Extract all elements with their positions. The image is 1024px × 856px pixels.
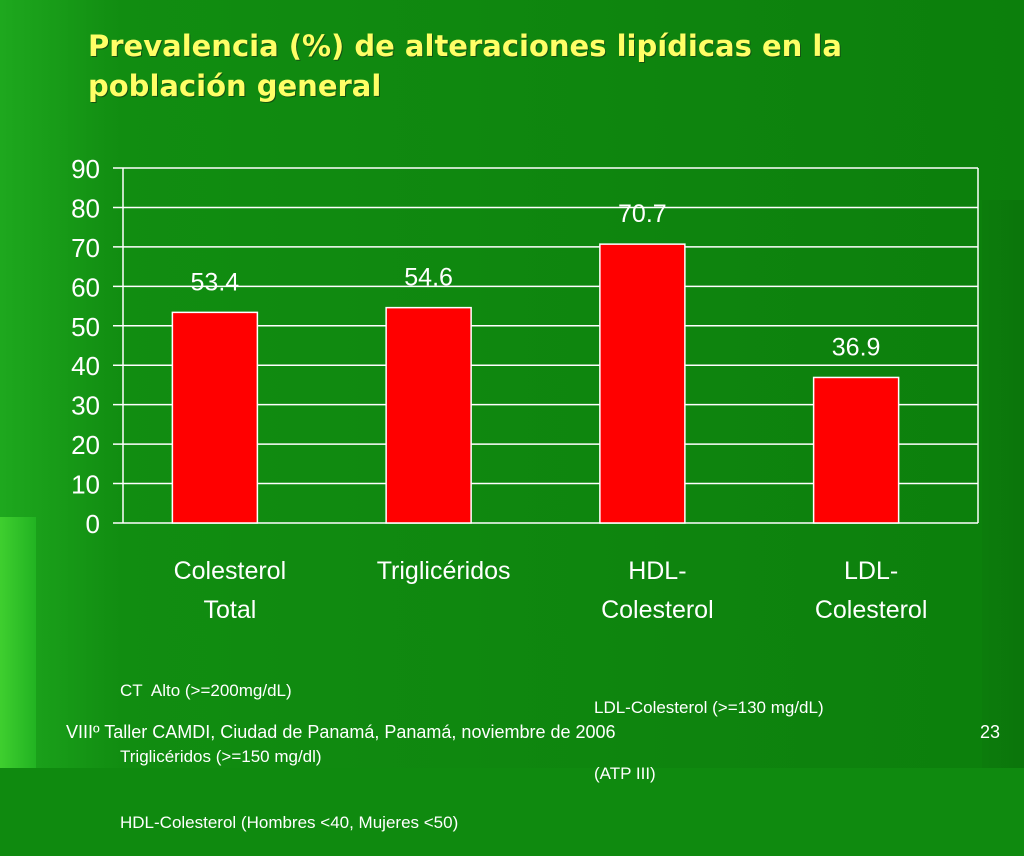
y-tick-label: 0 (86, 509, 100, 539)
bar (171, 311, 259, 524)
y-tick-label: 40 (71, 351, 100, 381)
note-line: HDL-Colesterol (Hombres <40, Mujeres <50… (120, 813, 459, 832)
x-tick-label: Total (203, 596, 256, 624)
y-tick-label: 60 (71, 272, 100, 302)
y-tick-label: 80 (71, 193, 100, 223)
x-tick-label: Colesterol (815, 596, 928, 624)
bar (599, 243, 686, 524)
y-tick-label: 70 (71, 233, 100, 263)
data-label: 53.4 (191, 268, 240, 296)
x-tick-label: Triglicéridos (377, 557, 511, 585)
note-line: (ATP III) (594, 764, 656, 783)
data-label: 36.9 (832, 333, 881, 361)
bar (385, 306, 472, 524)
y-tick-label: 90 (71, 154, 100, 184)
note-line: LDL-Colesterol (>=130 mg/dL) (594, 698, 824, 717)
slide-title: Prevalencia (%) de alteraciones lipídica… (88, 29, 842, 103)
data-label: 70.7 (618, 200, 667, 228)
data-label: 54.6 (404, 264, 453, 292)
x-tick-label: HDL- (628, 557, 686, 585)
footer-text: VIIIº Taller CAMDI, Ciudad de Panamá, Pa… (66, 722, 616, 742)
background-stripe-right (982, 200, 1024, 768)
note-line: Triglicéridos (>=150 mg/dl) (120, 747, 322, 766)
background-stripe-left (0, 517, 36, 768)
x-tick-label: Colesterol (174, 557, 287, 585)
y-tick-label: 50 (71, 312, 100, 342)
y-tick-label: 20 (71, 430, 100, 460)
y-tick-label: 30 (71, 391, 100, 421)
x-tick-label: LDL- (844, 557, 898, 585)
page-number: 23 (980, 722, 1001, 742)
notes-left: CT Alto (>=200mg/dL) Triglicéridos (>=15… (120, 636, 458, 856)
bar (812, 376, 900, 524)
bar-chart: 0 10 20 30 40 50 60 70 80 90 53.4 Colesterol Total 54… (71, 154, 979, 624)
y-tick-label: 10 (71, 470, 100, 500)
notes-right: LDL-Colesterol (>=130 mg/dL) (ATP III) (594, 653, 824, 807)
x-tick-label: Colesterol (601, 596, 714, 624)
note-line: CT Alto (>=200mg/dL) (120, 681, 292, 700)
